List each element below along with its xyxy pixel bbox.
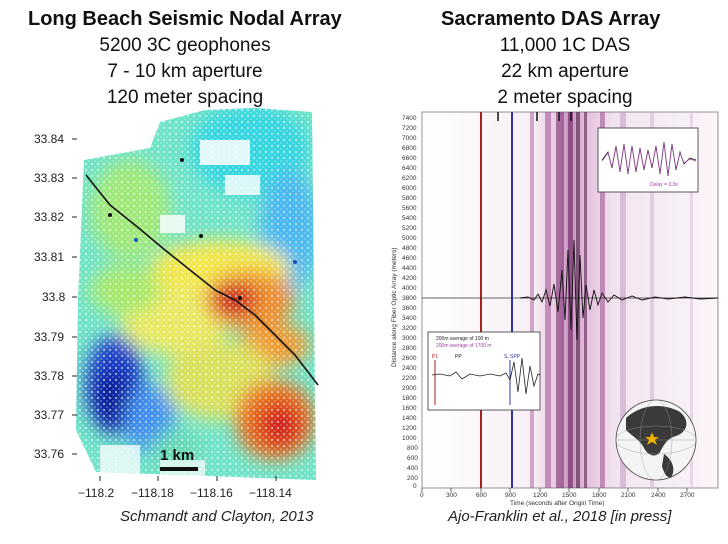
das-y-tick: 0 [413,483,417,490]
fault-line [85,174,319,386]
inset-bottom-label-pp: PP [455,354,462,360]
das-y-tick: 2600 [402,355,417,362]
left-y-tick-3: 33.81 [34,250,65,264]
das-y-axis-label: Distance along Fiber Optic Array (meters… [391,247,398,367]
das-y-tick: 7400 [402,115,417,122]
das-y-tick: 200 [407,475,418,482]
right-title: Sacramento DAS Array [441,8,661,30]
das-y-tick: 3400 [402,315,417,322]
left-line-2: 7 - 10 km aperture [107,61,263,82]
das-y-tick: 4400 [402,265,417,272]
station-marker [199,234,203,238]
das-y-tick: 4800 [402,245,417,252]
inset-top [597,127,699,193]
left-y-tick-4: 33.8 [42,290,66,304]
left-y-tick-8: 33.76 [34,447,65,461]
das-y-tick: 1000 [402,435,417,442]
fault-line-2 [254,314,271,331]
right-line-2: 22 km aperture [501,61,629,82]
das-y-tick: 7200 [402,125,417,132]
inset-top-waveform-2 [601,142,697,176]
inset-bottom-legend-1: 200m average of 100 m [436,336,489,342]
left-y-tick-6: 33.78 [34,369,65,383]
das-x-tick: 0 [420,492,424,499]
left-x-tick-0: −118.2 [78,486,115,500]
das-x-axis-label: Time (seconds after Origin Time) [510,500,605,507]
left-x-tick-2: −118.16 [190,486,233,500]
inset-bottom-legend-2: 200m average of 1700 m [436,343,492,349]
location-star-icon [644,431,660,446]
left-y-tick-2: 33.82 [34,210,65,224]
globe-locator [615,399,697,481]
inset-top-legend: Delay = 3.3s [650,182,678,188]
das-y-tick: 2200 [402,375,417,382]
das-y-tick: 5800 [402,195,417,202]
das-y-tick: 600 [407,455,418,462]
left-y-tick-1: 33.83 [34,171,65,185]
das-y-tick: 6600 [402,155,417,162]
left-title: Long Beach Seismic Nodal Array [28,8,342,30]
das-x-tick: 1500 [562,492,577,499]
das-y-tick: 5600 [402,205,417,212]
das-y-tick: 3200 [402,325,417,332]
das-waveform [519,239,719,341]
das-y-tick: 1600 [402,405,417,412]
das-x-tick: 300 [446,492,457,499]
right-credit: Ajo-Franklin et al., 2018 [in press] [448,508,672,525]
das-x-tick: 1200 [533,492,548,499]
left-x-tick-3: −118.14 [249,486,292,500]
inset-bottom [427,331,541,411]
inset-bottom-label-p1: P1 [432,354,439,360]
das-y-tick: 6000 [402,185,417,192]
das-y-tick: 1400 [402,415,417,422]
map-color-field [76,108,316,480]
das-y-tick: 2400 [402,365,417,372]
das-y-tick: 1200 [402,425,417,432]
scale-bar-label: 1 km [160,447,195,464]
das-y-tick: 5200 [402,225,417,232]
scale-bar [160,467,198,471]
inset-bottom-waveform [431,357,541,395]
station-marker [238,296,242,300]
das-y-tick: 3000 [402,335,417,342]
das-y-tick: 400 [407,465,418,472]
left-line-3: 120 meter spacing [106,87,264,108]
right-line-1: 11,000 1C DAS [499,35,631,56]
das-y-tick: 5400 [402,215,417,222]
das-y-tick: 5000 [402,235,417,242]
das-x-tick: 2700 [680,492,695,499]
das-x-tick: 600 [476,492,487,499]
das-y-tick: 3600 [402,305,417,312]
das-y-tick: 2800 [402,345,417,352]
das-y-tick: 4200 [402,275,417,282]
das-y-tick: 1800 [402,395,417,402]
das-y-tick: 4600 [402,255,417,262]
left-y-tick-0: 33.84 [34,132,65,146]
das-y-tick: 800 [407,445,418,452]
left-credit: Schmandt and Clayton, 2013 [120,508,314,525]
das-y-tick: 3800 [402,295,417,302]
das-x-tick: 1800 [592,492,607,499]
das-x-tick: 2400 [651,492,666,499]
left-x-tick-1: −118.18 [131,486,174,500]
station-marker [108,213,112,217]
das-x-tick: 900 [505,492,516,499]
inset-bottom-label-s: S, SPP [504,354,521,360]
das-y-tick: 6400 [402,165,417,172]
station-marker [293,260,297,264]
left-line-1: 5200 3C geophones [99,35,271,56]
das-x-tick: 2100 [621,492,636,499]
das-y-tick: 6800 [402,145,417,152]
das-y-tick: 6200 [402,175,417,182]
das-y-tick: 2000 [402,385,417,392]
das-y-tick: 7000 [402,135,417,142]
right-line-3: 2 meter spacing [497,87,633,108]
left-y-tick-5: 33.79 [34,330,65,344]
station-marker [134,238,138,242]
station-marker [180,158,184,162]
das-y-tick: 4000 [402,285,417,292]
left-y-tick-7: 33.77 [34,408,65,422]
